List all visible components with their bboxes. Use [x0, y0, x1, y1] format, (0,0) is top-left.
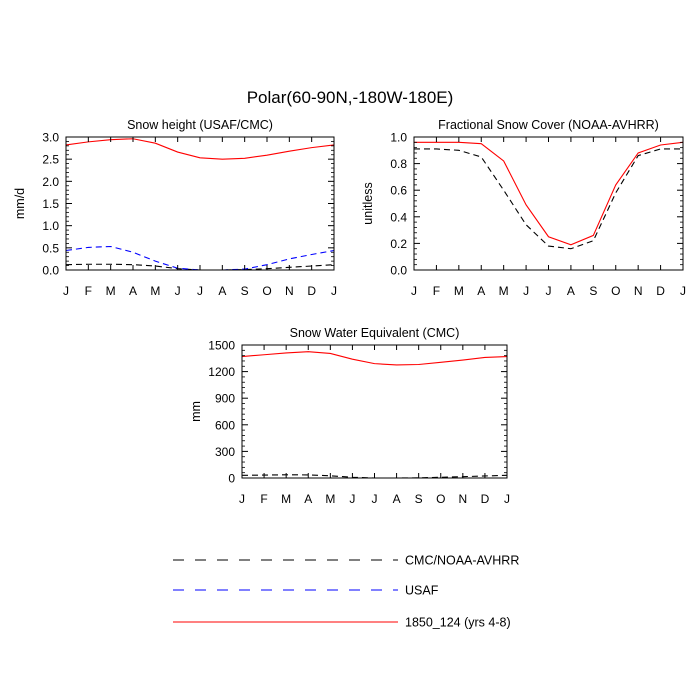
y-tick-label: 0.6 — [390, 184, 407, 198]
series-line — [414, 141, 684, 246]
x-tick-label: J — [680, 284, 686, 298]
y-axis-label: unitless — [361, 182, 375, 224]
y-tick-label: 0.5 — [42, 241, 59, 255]
figure-title: Polar(60-90N,-180W-180E) — [247, 88, 454, 107]
y-axis-label: mm/d — [13, 188, 27, 219]
x-tick-label: J — [175, 284, 181, 298]
panel-fractional-snow-cover: Fractional Snow Cover (NOAA-AVHRR) unitle… — [361, 118, 686, 298]
y-tick-label: 1500 — [208, 339, 235, 353]
y-tick-label: 1.5 — [42, 197, 59, 211]
x-tick-label: S — [241, 284, 249, 298]
panel-snow-height: Snow height (USAF/CMC)mm/dJ F M A M J J A S O N D J0… — [13, 118, 337, 298]
legend-label: 1850_124 (yrs 4-8) — [405, 616, 511, 630]
x-tick-label: A — [567, 284, 575, 298]
y-tick-label: 2.0 — [42, 175, 59, 189]
x-tick-label: D — [307, 284, 316, 298]
x-tick-label: M — [281, 492, 291, 506]
series-line — [414, 148, 683, 250]
x-tick-label: M — [325, 492, 335, 506]
x-tick-label: J — [63, 284, 69, 298]
x-tick-label: N — [285, 284, 294, 298]
legend-label: CMC/NOAA-AVHRR — [405, 554, 519, 568]
panel-title: Snow height (USAF/CMC) — [127, 118, 273, 132]
x-tick-label: J — [349, 492, 355, 506]
panel-snow-water-equivalent: Snow Water Equivalent (CMC)mmJ F M A M J J A S O N… — [189, 326, 510, 506]
x-tick-label: J — [504, 492, 510, 506]
x-tick-label: O — [262, 284, 271, 298]
y-tick-label: 900 — [215, 392, 235, 406]
legend: CMC/NOAA-AVHRR USAF 1850_124 (yrs 4-8) — [173, 554, 519, 630]
y-tick-label: 600 — [215, 418, 235, 432]
x-tick-label: N — [634, 284, 643, 298]
panel-title: Fractional Snow Cover (NOAA-AVHRR) — [438, 118, 659, 132]
y-tick-label: 300 — [215, 445, 235, 459]
plot-frame — [241, 344, 508, 479]
x-tick-label: J — [197, 284, 203, 298]
x-tick-label: A — [218, 284, 226, 298]
x-tick-label: J — [546, 284, 552, 298]
y-tick-label: 0.4 — [390, 210, 407, 224]
x-tick-label: J — [239, 492, 245, 506]
y-tick-label: 0.2 — [390, 237, 407, 251]
y-tick-label: 1.0 — [42, 219, 59, 233]
x-tick-label: M — [150, 284, 160, 298]
y-tick-label: 0.0 — [390, 264, 407, 278]
x-tick-label: J — [523, 284, 529, 298]
x-tick-label: F — [85, 284, 92, 298]
y-tick-label: 0.0 — [42, 264, 59, 278]
legend-label: USAF — [405, 584, 439, 598]
x-tick-label: J — [331, 284, 337, 298]
y-tick-label: 0 — [228, 472, 235, 486]
plot-frame — [65, 136, 335, 271]
y-tick-label: 0.8 — [390, 157, 407, 171]
plot-frame — [413, 136, 684, 271]
x-tick-label: F — [433, 284, 440, 298]
y-tick-label: 2.5 — [42, 153, 59, 167]
panel-title: Snow Water Equivalent (CMC) — [290, 326, 460, 340]
x-tick-label: A — [477, 284, 485, 298]
x-tick-label: A — [304, 492, 312, 506]
y-axis-label: mm — [189, 401, 203, 422]
x-tick-label: A — [393, 492, 401, 506]
y-tick-label: 1.0 — [390, 131, 407, 145]
x-tick-label: M — [499, 284, 509, 298]
x-tick-label: J — [411, 284, 417, 298]
x-tick-label: N — [458, 492, 467, 506]
x-tick-label: O — [611, 284, 620, 298]
y-tick-label: 3.0 — [42, 131, 59, 145]
x-tick-label: S — [589, 284, 597, 298]
x-tick-label: S — [415, 492, 423, 506]
x-tick-label: F — [260, 492, 267, 506]
x-tick-label: A — [129, 284, 137, 298]
x-tick-label: M — [454, 284, 464, 298]
x-tick-label: J — [372, 492, 378, 506]
series-line — [241, 351, 508, 366]
x-tick-label: D — [481, 492, 490, 506]
x-tick-label: D — [656, 284, 665, 298]
x-tick-label: M — [106, 284, 116, 298]
series-line — [65, 245, 335, 271]
x-tick-label: O — [436, 492, 445, 506]
y-tick-label: 1200 — [208, 365, 235, 379]
